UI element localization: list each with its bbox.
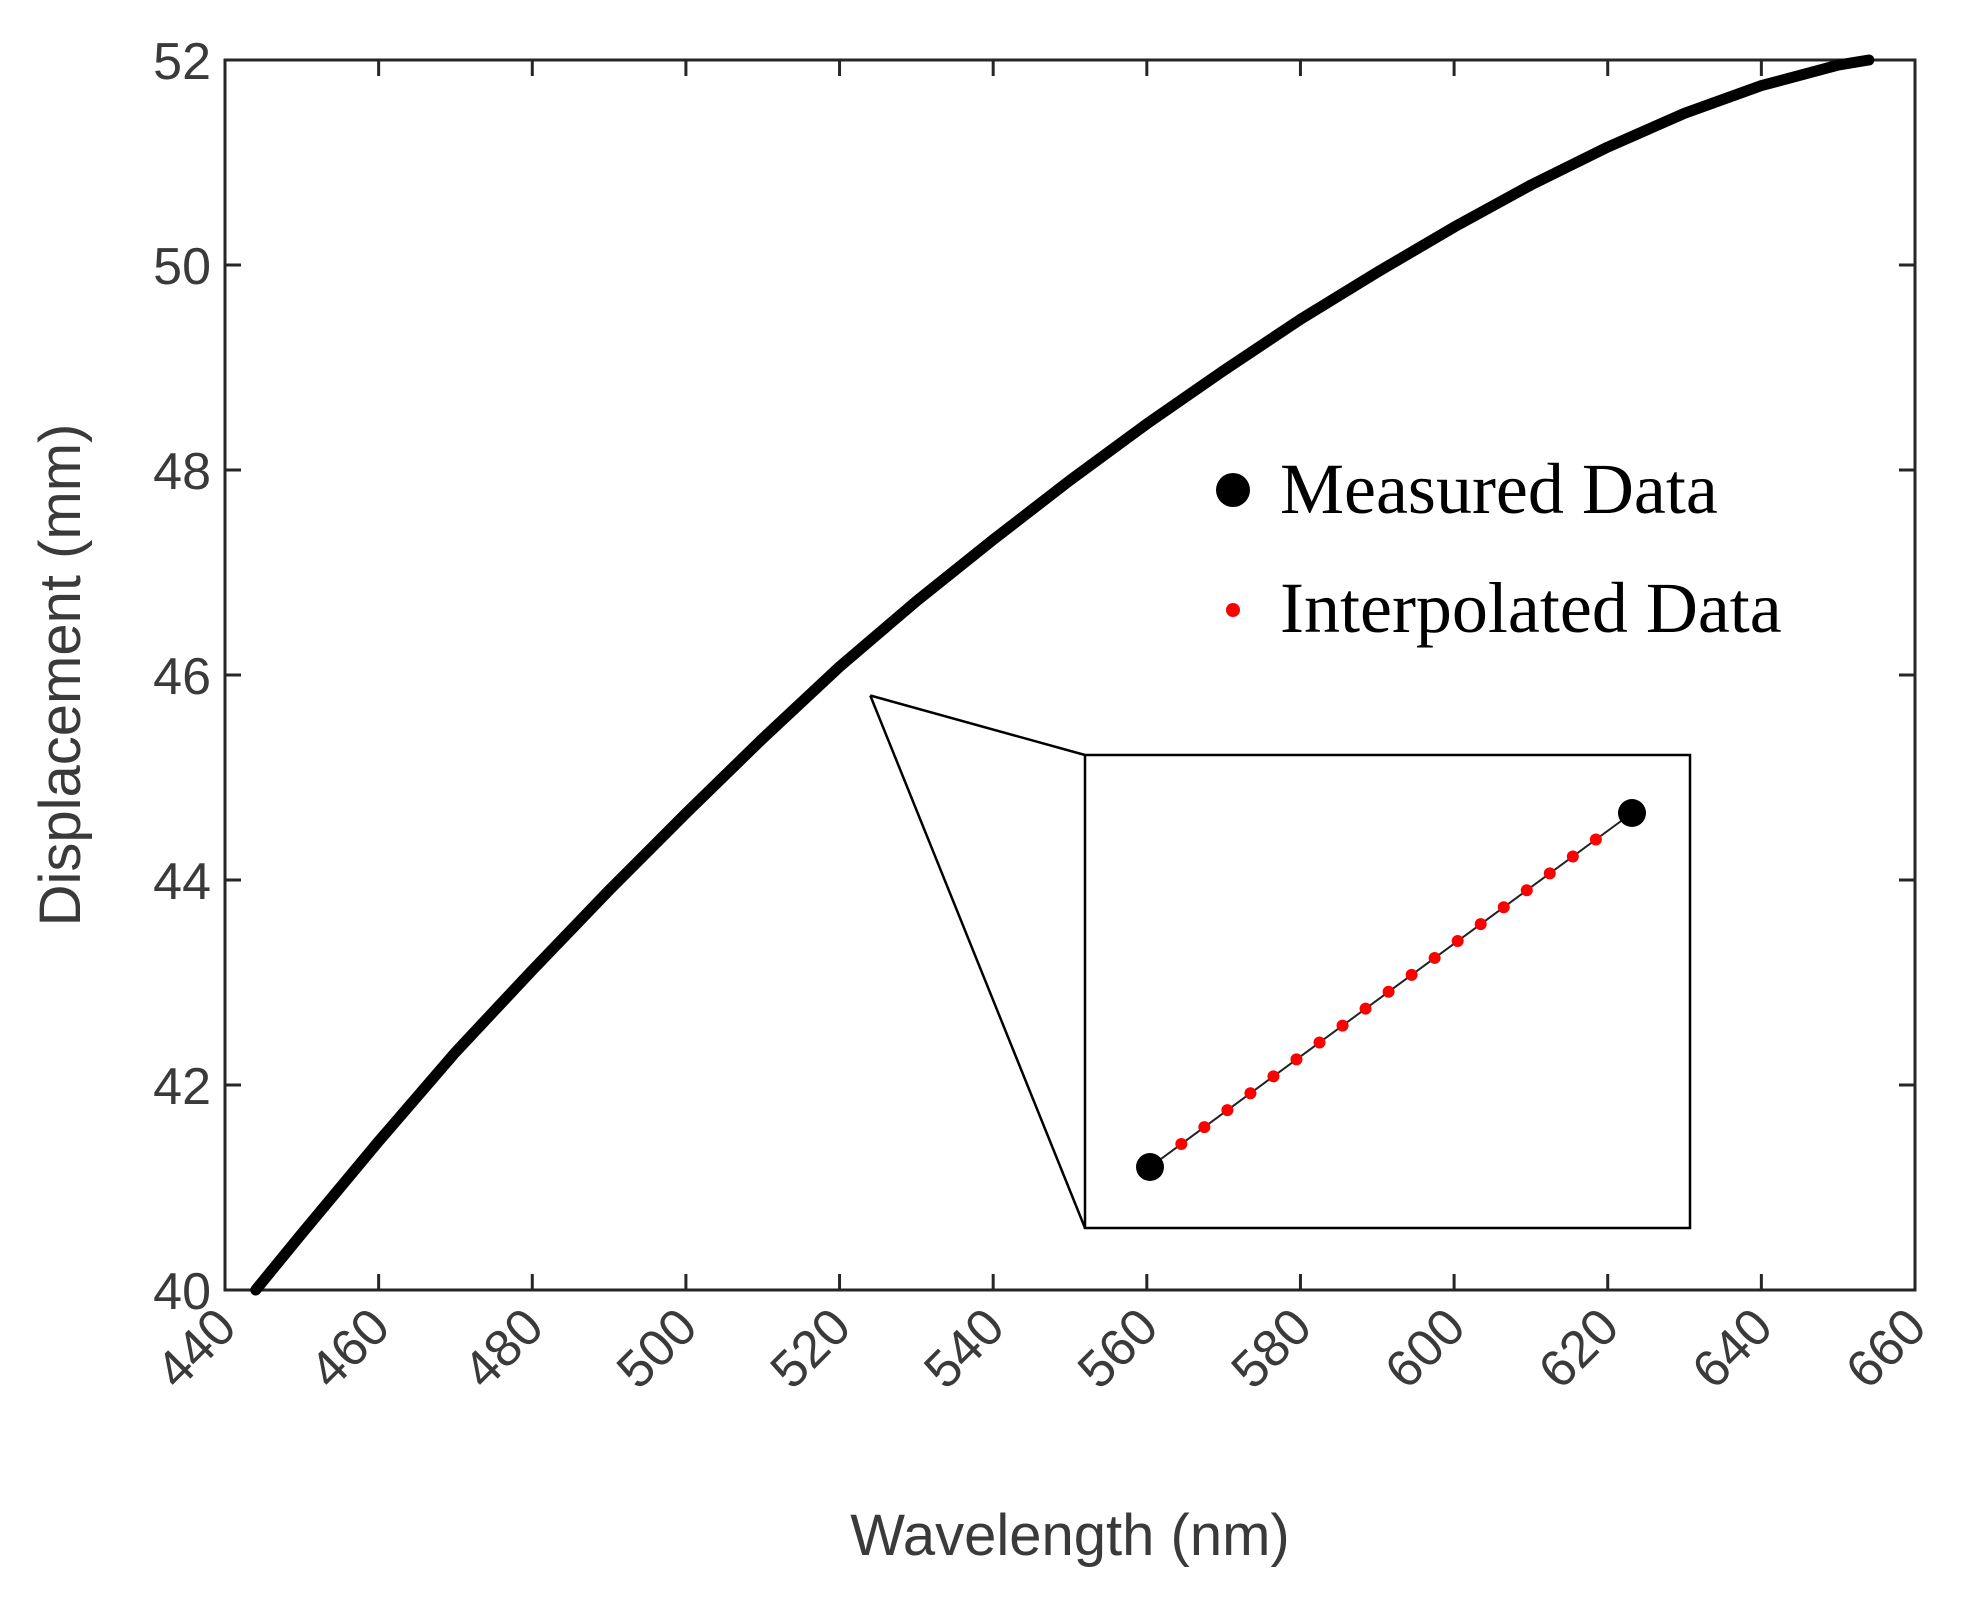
y-axis-title: Displacement (mm) <box>28 424 93 927</box>
series-layer <box>250 54 1875 1296</box>
y-axis-ticks <box>225 58 1915 1292</box>
x-axis-ticks <box>223 60 1917 1290</box>
inset-interpolated-point <box>1497 901 1510 914</box>
y-tick-label: 46 <box>153 648 211 706</box>
inset-interpolated-point <box>1520 884 1533 897</box>
legend-marker-measured <box>1216 473 1250 507</box>
inset-measured-point <box>1136 1153 1164 1181</box>
series-line-0 <box>250 54 1875 1296</box>
inset-interpolated-point <box>1244 1087 1257 1100</box>
inset-interpolated-point <box>1313 1036 1326 1049</box>
legend-label-measured: Measured Data <box>1280 449 1718 529</box>
inset-interpolated-point <box>1175 1137 1188 1150</box>
inset-points <box>1136 799 1646 1181</box>
inset-interpolated-point <box>1382 985 1395 998</box>
y-tick-label: 52 <box>153 33 211 91</box>
legend-label-interpolated: Interpolated Data <box>1280 568 1782 648</box>
zoom-inset <box>869 694 1692 1230</box>
legend-marker-interpolated <box>1226 603 1240 617</box>
inset-interpolated-point <box>1336 1019 1349 1032</box>
zoom-connector-top <box>869 694 1086 757</box>
inset-interpolated-point <box>1405 968 1418 981</box>
inset-interpolated-point <box>1543 867 1556 880</box>
y-tick-label: 40 <box>153 1263 211 1321</box>
y-axis-tick-labels: 40 42 44 46 48 50 52 <box>153 33 211 1321</box>
inset-interpolated-point <box>1451 935 1464 948</box>
inset-interpolated-point <box>1428 951 1441 964</box>
inset-interpolated-point <box>1290 1053 1303 1066</box>
y-tick-label: 44 <box>153 853 211 911</box>
inset-interpolated-point <box>1589 833 1602 846</box>
y-tick-label: 50 <box>153 238 211 296</box>
inset-interpolated-point <box>1474 918 1487 931</box>
inset-interpolated-point <box>1221 1104 1234 1117</box>
legend: Measured Data Interpolated Data <box>1216 449 1782 648</box>
inset-interpolated-point <box>1267 1070 1280 1083</box>
y-tick-label: 42 <box>153 1058 211 1116</box>
zoom-connector-bottom <box>869 695 1087 1229</box>
y-tick-label: 48 <box>153 443 211 501</box>
inset-measured-point <box>1618 799 1646 827</box>
inset-interpolated-point <box>1359 1002 1372 1015</box>
inset-interpolated-point <box>1198 1121 1211 1134</box>
x-axis-title: Wavelength (nm) <box>850 1503 1289 1568</box>
inset-interpolated-point <box>1566 850 1579 863</box>
